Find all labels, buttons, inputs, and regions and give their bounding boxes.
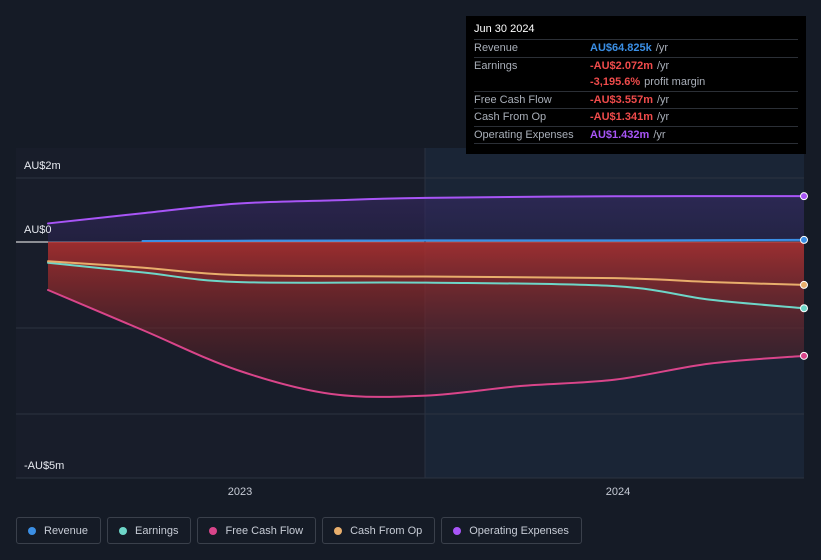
x-tick-label: 2024 xyxy=(605,486,631,498)
tooltip-unit: /yr xyxy=(653,128,666,141)
tooltip-row-cash-from-op: Cash From Op -AU$1.341m /yr xyxy=(474,108,798,126)
tooltip-unit: /yr xyxy=(656,111,670,124)
legend-dot-icon xyxy=(334,526,343,535)
tooltip-date: Jun 30 2024 xyxy=(474,23,535,35)
operating-expenses-line xyxy=(47,195,805,225)
legend-item-free-cash-flow[interactable]: Free Cash Flow xyxy=(197,517,317,544)
tooltip-unit: /yr xyxy=(656,93,670,106)
legend-label: Free Cash Flow xyxy=(225,524,304,537)
chart-legend: Revenue Earnings Free Cash Flow Cash Fro… xyxy=(16,517,582,544)
free-cash-flow-end-point xyxy=(800,351,808,360)
legend-dot-icon xyxy=(209,526,218,535)
tooltip-value: AU$1.432m xyxy=(590,128,650,141)
tooltip-label: Cash From Op xyxy=(474,111,547,124)
tooltip-label: Revenue xyxy=(474,42,519,55)
tooltip-label: Operating Expenses xyxy=(474,128,574,141)
tooltip-row-free-cash-flow: Free Cash Flow -AU$3.557m /yr xyxy=(474,90,798,109)
tooltip-label: Earnings xyxy=(474,59,518,72)
legend-dot-icon xyxy=(119,526,128,535)
operating-expenses-area xyxy=(48,196,804,242)
free-cash-flow-area xyxy=(48,242,804,397)
tooltip-row-profit-margin: -3,195.6% profit margin xyxy=(474,74,798,91)
legend-dot-icon xyxy=(28,526,36,535)
tooltip-unit: /yr xyxy=(656,59,670,72)
legend-label: Earnings xyxy=(135,524,179,537)
legend-dot-icon xyxy=(453,526,462,535)
legend-label: Cash From Op xyxy=(350,524,423,537)
tooltip-value: -AU$3.557m xyxy=(590,93,653,106)
revenue-line xyxy=(141,238,805,243)
legend-label: Revenue xyxy=(44,524,89,537)
cash-from-op-end-point xyxy=(800,280,808,289)
y-tick-label: AU$2m xyxy=(24,160,61,172)
operating-expenses-end-point xyxy=(800,192,808,201)
tooltip-panel: Jun 30 2024 Revenue AU$64.825k /yr Earni… xyxy=(466,16,806,154)
cash-from-op-line xyxy=(47,260,805,286)
tooltip-unit: profit margin xyxy=(644,76,706,89)
tooltip-row-operating-expenses: Operating Expenses AU$1.432m /yr xyxy=(474,125,798,144)
free-cash-flow-line xyxy=(47,289,805,398)
y-tick-label: -AU$5m xyxy=(24,460,65,472)
y-tick-label: AU$0 xyxy=(24,224,52,236)
tooltip-value: -AU$1.341m xyxy=(590,111,653,124)
earnings-end-point xyxy=(800,304,808,313)
tooltip-row-earnings: Earnings -AU$2.072m /yr xyxy=(474,56,798,75)
tooltip-row-revenue: Revenue AU$64.825k /yr xyxy=(474,39,798,57)
earnings-line xyxy=(47,261,805,310)
tooltip-value: -3,195.6% xyxy=(590,76,641,89)
legend-item-cash-from-op[interactable]: Cash From Op xyxy=(322,517,436,544)
tooltip-value: AU$64.825k xyxy=(590,42,652,55)
legend-item-earnings[interactable]: Earnings xyxy=(107,517,192,544)
tooltip-unit: /yr xyxy=(655,42,669,55)
legend-label: Operating Expenses xyxy=(469,524,569,537)
x-tick-label: 2023 xyxy=(227,486,253,498)
tooltip-label: Free Cash Flow xyxy=(474,93,552,106)
tooltip-value: -AU$2.072m xyxy=(590,59,653,72)
legend-item-revenue[interactable]: Revenue xyxy=(16,517,102,544)
legend-item-operating-expenses[interactable]: Operating Expenses xyxy=(441,517,582,544)
revenue-end-point xyxy=(800,235,808,244)
